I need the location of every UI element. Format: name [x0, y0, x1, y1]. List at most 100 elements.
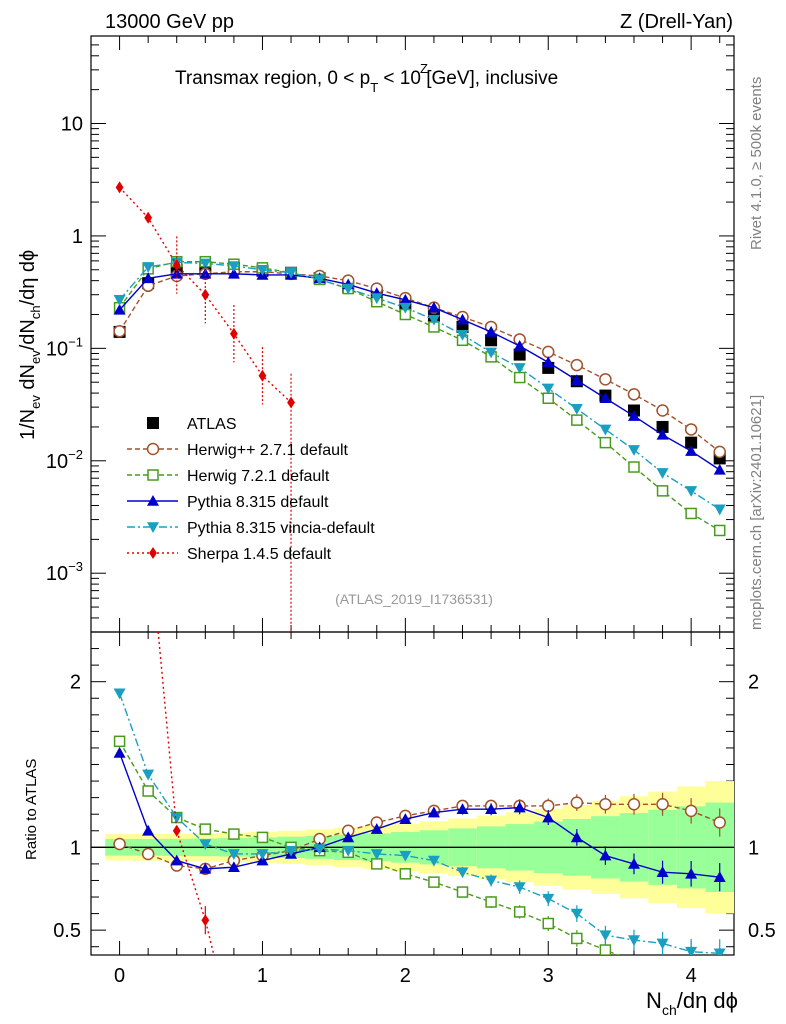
- x-tick-label: 4: [686, 965, 697, 987]
- x-tick-label: 0: [114, 965, 125, 987]
- x-tick-label: 1: [257, 965, 268, 987]
- data-point: [513, 348, 526, 361]
- ratio-point: [599, 944, 612, 955]
- x-tick-label: 2: [400, 965, 411, 987]
- ratio-point: [541, 799, 555, 813]
- legend-marker: [149, 547, 157, 559]
- data-point: [485, 347, 498, 359]
- ratio-point: [142, 824, 155, 836]
- data-point: [427, 314, 440, 326]
- ratio-y-tick-label: 1: [70, 837, 81, 859]
- series-sherpa-1-4-5-default: [115, 181, 295, 632]
- region-title: Transmax region, 0 < pT < 10 [GeV], incl…: [175, 68, 558, 95]
- ratio-point: [201, 914, 210, 927]
- main-y-tick-label: 10−1: [46, 334, 83, 360]
- ratio-point: [371, 858, 383, 870]
- data-point: [287, 396, 295, 409]
- data-point: [485, 334, 498, 347]
- data-point: [656, 404, 669, 417]
- ratio-point: [172, 824, 181, 837]
- ratio-point: [485, 896, 497, 908]
- legend-marker: [147, 522, 159, 533]
- data-point: [656, 468, 669, 479]
- ratio-point: [513, 882, 526, 894]
- data-point: [227, 261, 240, 273]
- process-label: Z (Drell-Yan): [620, 11, 733, 33]
- ratio-series-line: [157, 632, 215, 955]
- data-point: [542, 356, 555, 368]
- data-point: [256, 264, 269, 276]
- data-point: [684, 423, 698, 436]
- data-point: [541, 345, 555, 359]
- data-point: [599, 373, 612, 386]
- legend-item: Sherpa 1.4.5 default: [127, 546, 332, 563]
- data-point: [115, 181, 124, 194]
- ratio-point: [685, 946, 698, 955]
- ratio-point: [513, 906, 526, 918]
- ratio-point: [570, 831, 583, 843]
- legend-label: Pythia 8.315 vincia-default: [187, 520, 375, 537]
- data-point: [685, 436, 698, 449]
- data-point: [627, 388, 641, 401]
- data-point: [542, 392, 554, 404]
- ratio-point: [113, 688, 126, 700]
- main-axes: 10−3 10−2 10−1 1 10: [46, 35, 734, 633]
- ratio-point: [456, 803, 469, 815]
- ratio-point: [141, 847, 155, 861]
- ratio-point: [713, 816, 726, 829]
- region-title-main: Transmax region, 0 < p: [175, 68, 370, 89]
- ratio-y-tick-label-right: 2: [748, 672, 759, 694]
- main-y-axis-title: 1/Nev dNev/dNch/dη dϕ: [17, 250, 43, 440]
- data-point: [656, 420, 669, 433]
- legend-marker: [146, 442, 160, 456]
- data-point: [542, 383, 555, 395]
- data-point: [172, 259, 181, 272]
- region-title-sub: T: [370, 80, 378, 95]
- ratio-point: [542, 893, 555, 905]
- ratio-point: [427, 855, 440, 867]
- ratio-point: [656, 798, 669, 811]
- data-point: [144, 211, 153, 224]
- legend: ATLAS Herwig++ 2.7.1 default Herwig 7.2.1 …: [127, 416, 375, 563]
- legend-marker: [147, 417, 159, 429]
- main-series: [113, 181, 726, 632]
- data-point: [599, 436, 612, 449]
- ratio-series: [113, 632, 726, 955]
- legend-marker: [147, 469, 159, 481]
- legend-item: Pythia 8.315 default: [127, 494, 329, 511]
- ratio-y-tick-label-right: 1: [748, 837, 759, 859]
- ratio-point: [485, 803, 498, 815]
- ratio-point: [427, 806, 440, 818]
- ratio-series-line: [118, 752, 720, 878]
- ratio-point: [285, 845, 298, 857]
- energy-label: 13000 GeV pp: [105, 11, 234, 33]
- x-tick-label: 3: [543, 965, 554, 987]
- legend-label: Pythia 8.315 default: [187, 494, 329, 511]
- ratio-series-line: [119, 801, 720, 870]
- data-point: [285, 267, 298, 279]
- ratio-point: [656, 866, 669, 877]
- ratio-point: [256, 831, 269, 844]
- legend-item: Herwig++ 2.7.1 default: [127, 442, 349, 459]
- ratio-point: [113, 746, 126, 758]
- ratio-point: [170, 812, 183, 824]
- data-point: [456, 329, 469, 341]
- ratio-point: [256, 849, 269, 860]
- ratio-point: [571, 932, 583, 945]
- data-point: [113, 324, 126, 338]
- data-point: [142, 262, 155, 273]
- ratio-point: [456, 867, 469, 879]
- data-point: [685, 486, 698, 497]
- data-point: [199, 258, 212, 270]
- data-point: [713, 524, 726, 537]
- data-point: [570, 374, 583, 386]
- legend-label: Sherpa 1.4.5 default: [187, 546, 332, 563]
- data-point: [399, 302, 412, 314]
- series-pythia-8-315-vincia-default: [113, 257, 726, 516]
- ratio-point: [513, 801, 526, 813]
- series-line: [118, 271, 721, 453]
- data-point: [685, 445, 698, 456]
- ratio-series-sherpa-1-4-5-default: [157, 632, 215, 955]
- main-y-tick-label: 10−2: [46, 447, 83, 473]
